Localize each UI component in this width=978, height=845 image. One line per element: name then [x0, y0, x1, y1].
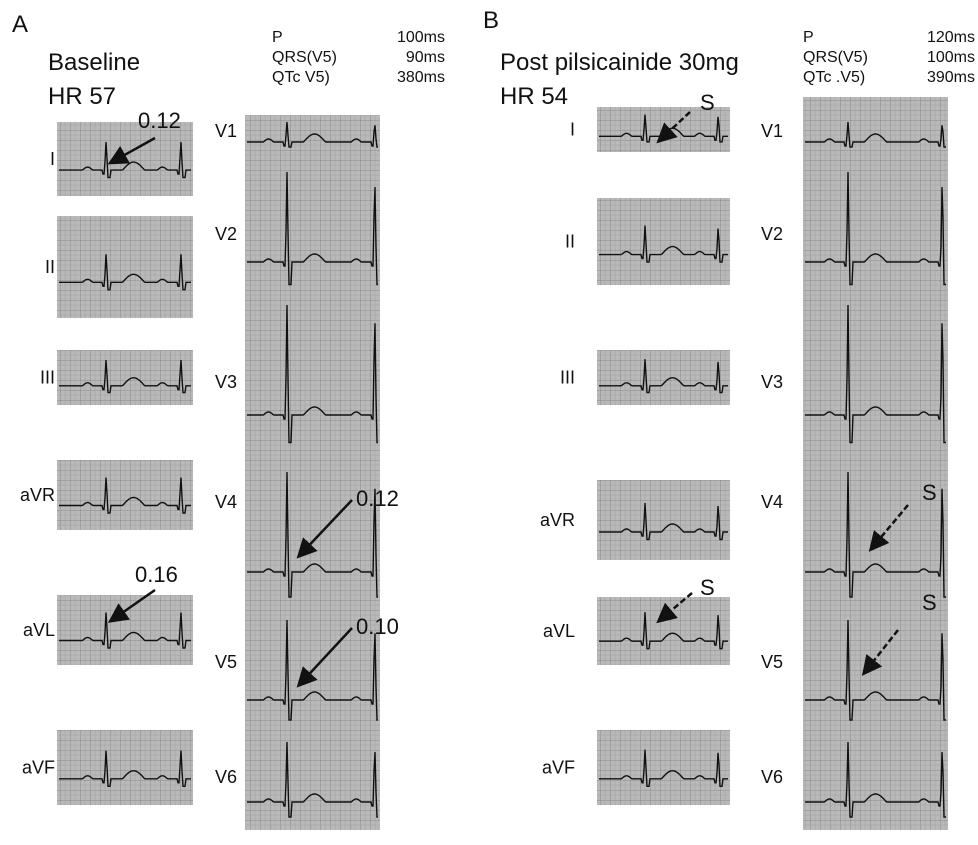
ecg-trace [805, 741, 946, 818]
lead-label: V1 [761, 121, 783, 141]
measurement-value: 380ms [397, 69, 445, 86]
annotation: 0.10 [356, 614, 399, 639]
ecg-trace [247, 619, 378, 721]
lead-label: V5 [215, 652, 237, 672]
lead-label: V5 [761, 652, 783, 672]
arrow [296, 499, 353, 559]
lead-label: I [50, 149, 55, 169]
ecg-strip [597, 480, 730, 560]
measurement-value: 100ms [397, 29, 445, 46]
ecg-trace [59, 612, 191, 649]
measurement-value: 90ms [406, 49, 445, 66]
annotation: 0.16 [135, 562, 178, 587]
annotation: S [922, 480, 937, 505]
ecg-trace [59, 142, 191, 179]
ecg-strip [245, 115, 380, 830]
ecg-trace [59, 750, 191, 787]
arrow [656, 592, 693, 624]
ecg-trace [59, 477, 191, 514]
panel-label: A [12, 11, 28, 38]
measurement-name: QRS(V5) [803, 49, 868, 66]
ecg-trace [59, 254, 191, 291]
lead-label: III [40, 368, 55, 388]
annotation: S [700, 90, 715, 115]
heart-rate: HR 54 [500, 83, 568, 110]
ecg-strip [57, 122, 193, 196]
arrow [296, 627, 353, 688]
arrow [656, 111, 691, 144]
ecg-trace [805, 619, 946, 721]
ecg-strip [57, 460, 193, 530]
lead-label: aVR [540, 510, 575, 530]
ecg-trace [805, 471, 946, 598]
ecg-trace [599, 502, 728, 541]
ecg-trace [805, 171, 946, 286]
annotation: 0.12 [138, 108, 181, 133]
ecg-trace [247, 121, 378, 148]
ecg-trace [599, 225, 728, 263]
panel-title: Baseline [48, 49, 140, 76]
heart-rate: HR 57 [48, 83, 116, 110]
ecg-strip [597, 730, 730, 805]
measurement-name: P [272, 29, 283, 46]
annotation: S [922, 590, 937, 615]
measurement-name: QRS(V5) [272, 49, 337, 66]
lead-label: V1 [215, 121, 237, 141]
annotation: S [700, 575, 715, 600]
lead-label: V4 [761, 492, 783, 512]
arrow [868, 504, 909, 552]
ecg-trace [59, 360, 191, 394]
panel-title: Post pilsicainide 30mg [500, 49, 739, 76]
measurement-value: 100ms [927, 49, 975, 66]
lead-label: aVF [542, 758, 575, 778]
ecg-strip [597, 198, 730, 285]
ecg-trace [805, 121, 946, 148]
ecg-strip [597, 597, 730, 665]
ecg-trace [599, 612, 728, 650]
lead-label: aVR [20, 485, 55, 505]
ecg-strip [57, 216, 193, 318]
arrow [107, 136, 156, 165]
ecg-strip [597, 350, 730, 405]
ecg-trace [247, 471, 378, 598]
ecg-trace [247, 304, 378, 444]
ecg-trace [599, 359, 728, 394]
lead-label: V6 [215, 767, 237, 787]
annotation: 0.12 [356, 486, 399, 511]
lead-label: aVF [22, 758, 55, 778]
lead-label: V4 [215, 492, 237, 512]
ecg-trace [247, 741, 378, 818]
measurement-name: P [803, 29, 814, 46]
measurement-value: 390ms [927, 69, 975, 86]
ecg-trace [805, 304, 946, 444]
lead-label: V3 [761, 372, 783, 392]
lead-label: V2 [761, 224, 783, 244]
ecg-trace [599, 749, 728, 787]
lead-label: aVL [23, 620, 55, 640]
measurement-value: 120ms [927, 29, 975, 46]
lead-label: II [565, 232, 575, 252]
ecg-strip [57, 350, 193, 405]
lead-label: V2 [215, 224, 237, 244]
measurement-name: QTc .V5) [803, 69, 865, 86]
ecg-strip [57, 730, 193, 805]
measurement-name: QTc V5) [272, 69, 330, 86]
panel-label: B [483, 7, 499, 34]
arrow [107, 588, 156, 623]
lead-label: aVL [543, 621, 575, 641]
lead-label: V3 [215, 372, 237, 392]
lead-label: II [45, 257, 55, 277]
lead-label: V6 [761, 767, 783, 787]
lead-label: III [560, 368, 575, 388]
ecg-strip [803, 97, 948, 830]
ecg-trace [247, 171, 378, 286]
lead-label: I [570, 120, 575, 140]
ecg-strip [57, 595, 193, 665]
